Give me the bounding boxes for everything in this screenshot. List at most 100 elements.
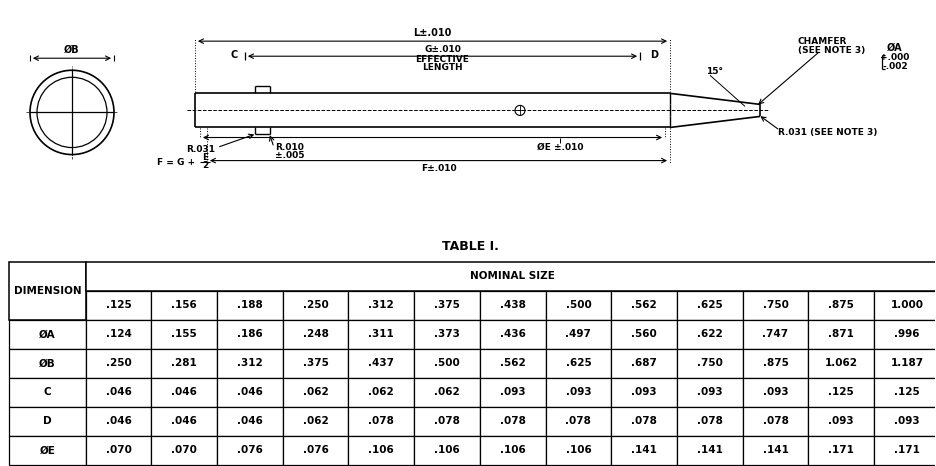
Text: .078: .078 xyxy=(564,417,591,426)
Text: .093: .093 xyxy=(762,387,787,397)
Text: .093: .093 xyxy=(893,417,919,426)
Bar xyxy=(152,349,217,378)
Bar xyxy=(742,407,808,436)
Text: 1.000: 1.000 xyxy=(889,300,923,310)
Text: ±.005: ±.005 xyxy=(274,151,304,160)
Bar xyxy=(676,349,742,378)
Bar xyxy=(414,407,479,436)
Bar xyxy=(676,320,742,349)
Text: 15°: 15° xyxy=(706,67,723,76)
Text: .875: .875 xyxy=(762,358,787,368)
Bar xyxy=(676,378,742,407)
Bar xyxy=(348,436,414,465)
Text: D: D xyxy=(650,50,657,60)
Bar xyxy=(283,320,348,349)
Bar xyxy=(414,378,479,407)
Bar xyxy=(873,320,936,349)
Bar xyxy=(610,320,676,349)
Text: C: C xyxy=(230,50,238,60)
Text: .078: .078 xyxy=(696,417,722,426)
Text: .248: .248 xyxy=(302,329,329,339)
Text: .625: .625 xyxy=(565,358,591,368)
Text: .093: .093 xyxy=(696,387,722,397)
Text: .560: .560 xyxy=(631,329,656,339)
Bar xyxy=(479,407,545,436)
Bar xyxy=(742,378,808,407)
Text: .750: .750 xyxy=(762,300,787,310)
Text: .078: .078 xyxy=(368,417,394,426)
Bar xyxy=(152,291,217,320)
Text: .141: .141 xyxy=(631,445,656,455)
Bar xyxy=(348,320,414,349)
Text: .250: .250 xyxy=(106,358,131,368)
Bar xyxy=(283,291,348,320)
Text: .124: .124 xyxy=(106,329,131,339)
Bar xyxy=(152,436,217,465)
Text: .046: .046 xyxy=(106,417,131,426)
Text: -.002: -.002 xyxy=(882,62,907,71)
Bar xyxy=(9,378,85,407)
Text: .076: .076 xyxy=(237,445,263,455)
Text: .312: .312 xyxy=(368,300,394,310)
Text: .375: .375 xyxy=(433,300,460,310)
Text: .156: .156 xyxy=(171,300,197,310)
Bar xyxy=(414,320,479,349)
Text: .141: .141 xyxy=(762,445,787,455)
Text: .125: .125 xyxy=(106,300,131,310)
Bar xyxy=(742,349,808,378)
Text: .070: .070 xyxy=(171,445,197,455)
Text: ØB: ØB xyxy=(39,358,56,368)
Bar xyxy=(348,291,414,320)
Bar xyxy=(742,291,808,320)
Bar xyxy=(808,349,873,378)
Text: R.031: R.031 xyxy=(186,145,214,154)
Text: .078: .078 xyxy=(762,417,787,426)
Bar xyxy=(348,407,414,436)
Text: F = G +: F = G + xyxy=(156,158,195,167)
Text: ØE: ØE xyxy=(39,445,55,455)
Bar xyxy=(152,320,217,349)
Bar xyxy=(283,436,348,465)
Text: L±.010: L±.010 xyxy=(413,28,451,38)
Text: .497: .497 xyxy=(564,329,591,339)
Bar xyxy=(414,291,479,320)
Text: .875: .875 xyxy=(827,300,854,310)
Text: .141: .141 xyxy=(696,445,722,455)
Text: .046: .046 xyxy=(237,387,263,397)
Bar xyxy=(610,436,676,465)
Bar xyxy=(414,436,479,465)
Text: .106: .106 xyxy=(368,445,394,455)
Bar xyxy=(545,378,610,407)
Text: .622: .622 xyxy=(696,329,722,339)
Bar xyxy=(676,291,742,320)
Text: .062: .062 xyxy=(433,387,460,397)
Text: .078: .078 xyxy=(499,417,525,426)
Text: ØB: ØB xyxy=(65,45,80,55)
Bar xyxy=(610,378,676,407)
Bar xyxy=(808,320,873,349)
Bar xyxy=(873,291,936,320)
Bar xyxy=(742,436,808,465)
Text: LENGTH: LENGTH xyxy=(422,63,462,72)
Bar xyxy=(9,349,85,378)
Text: ØA: ØA xyxy=(39,329,56,339)
Text: .871: .871 xyxy=(827,329,854,339)
Bar xyxy=(808,378,873,407)
Bar xyxy=(873,436,936,465)
Text: .070: .070 xyxy=(106,445,131,455)
Bar xyxy=(348,378,414,407)
Text: .375: .375 xyxy=(302,358,329,368)
Text: .373: .373 xyxy=(433,329,460,339)
Bar xyxy=(85,349,152,378)
Text: .500: .500 xyxy=(565,300,591,310)
Bar xyxy=(152,378,217,407)
Text: .093: .093 xyxy=(565,387,591,397)
Bar xyxy=(545,436,610,465)
Bar xyxy=(873,378,936,407)
Text: .106: .106 xyxy=(565,445,591,455)
Bar xyxy=(808,407,873,436)
Text: .155: .155 xyxy=(171,329,197,339)
Text: .046: .046 xyxy=(171,387,197,397)
Bar xyxy=(283,407,348,436)
Bar xyxy=(479,436,545,465)
